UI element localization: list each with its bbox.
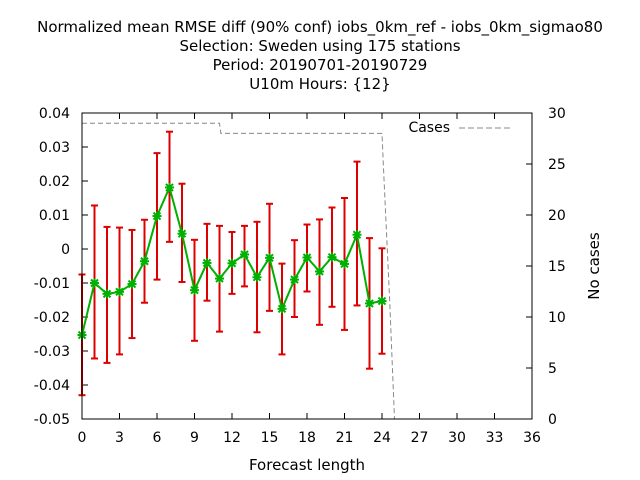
legend: Cases (408, 120, 511, 136)
x-tick-label: 24 (373, 430, 391, 446)
data-point (215, 274, 224, 284)
y-tick-label: -0.02 (34, 310, 70, 326)
plot-frame (81, 112, 533, 420)
data-point (315, 266, 324, 276)
data-point (102, 289, 112, 299)
chart-title-line-1: Normalized mean RMSE diff (90% conf) iob… (37, 18, 603, 37)
x-tick-label: 6 (153, 430, 162, 446)
x-tick-label: 27 (411, 430, 429, 446)
y-tick-label: 0.03 (39, 140, 70, 156)
y-tick-label: -0.05 (34, 412, 70, 428)
y2-tick-label: 0 (548, 412, 557, 428)
chart-title-line-2: Selection: Sweden using 175 stations (179, 37, 460, 55)
y2-tick-label: 20 (548, 208, 566, 224)
chart-title: Normalized mean RMSE diff (90% conf) iob… (37, 18, 603, 93)
y2-tick-label: 10 (548, 310, 566, 326)
y-tick-label: 0 (61, 242, 70, 258)
data-point (202, 258, 212, 268)
x-tick-label: 21 (336, 430, 354, 446)
data-point (140, 256, 149, 266)
data-point (115, 287, 124, 297)
y2-axis-label: No cases (585, 232, 603, 300)
x-axis-label: Forecast length (249, 456, 365, 474)
data-point (290, 275, 299, 285)
data-point (352, 230, 362, 240)
y2-tick-label: 5 (548, 361, 557, 377)
x-tick-label: 18 (298, 430, 316, 446)
data-point (302, 253, 312, 262)
data-point (340, 259, 349, 269)
chart-title-line-4: U10m Hours: {12} (249, 75, 390, 93)
x-tick-label: 36 (523, 430, 541, 446)
y-tick-label: -0.03 (34, 344, 70, 360)
y2-tick-label: 15 (548, 259, 566, 275)
x-tick-label: 30 (448, 430, 466, 446)
data-point (240, 249, 249, 259)
y-tick-label: 0.04 (39, 106, 70, 122)
x-tick-label: 33 (486, 430, 504, 446)
y2-tick-label: 30 (548, 106, 566, 122)
data-point (327, 252, 337, 262)
data-point (227, 258, 237, 268)
x-tick-label: 3 (115, 430, 124, 446)
x-tick-label: 15 (261, 430, 279, 446)
y-tick-label: -0.04 (34, 378, 70, 394)
rmse-series (77, 130, 387, 397)
x-tick-label: 9 (190, 430, 199, 446)
data-point (277, 304, 287, 314)
axis-ticks: 0 3 6 9 12 15 18 21 24 27 30 33 360.040.030.020.010-… (34, 106, 566, 446)
x-tick-label: 12 (223, 430, 241, 446)
data-point (377, 296, 387, 306)
chart-title-line-3: Period: 20190701-20190729 (213, 56, 428, 74)
y-tick-label: 0.02 (39, 174, 70, 190)
data-point (90, 278, 99, 288)
data-point (365, 298, 374, 308)
y-tick-label: 0.01 (39, 208, 70, 224)
y-tick-label: -0.01 (34, 276, 70, 292)
data-point (190, 285, 199, 295)
data-point (165, 182, 174, 192)
y2-tick-label: 25 (548, 157, 566, 173)
legend-label-cases: Cases (408, 120, 450, 136)
data-point (177, 229, 187, 239)
data-point (127, 279, 137, 289)
data-point (152, 211, 162, 221)
data-point (265, 253, 274, 263)
x-tick-label: 0 (78, 430, 87, 446)
data-point (252, 272, 262, 282)
